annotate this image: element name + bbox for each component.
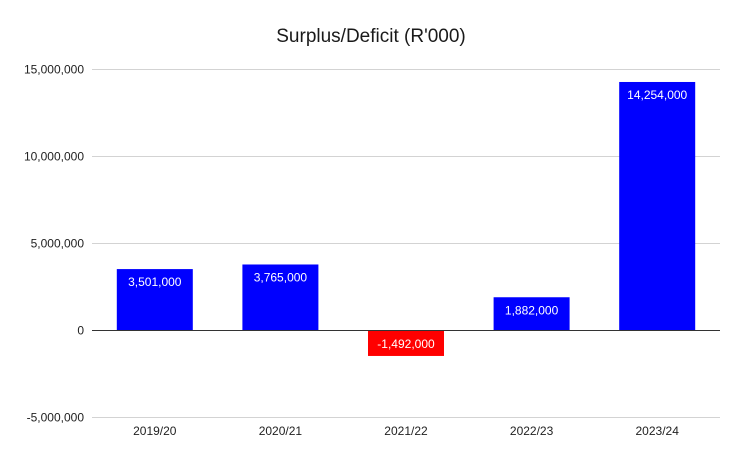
y-tick-label: 5,000,000 [31, 237, 85, 251]
bars [116, 81, 696, 356]
bar-data-label: 3,765,000 [254, 270, 308, 284]
y-tick-label: 0 [77, 324, 84, 338]
bar [368, 330, 444, 356]
bar [619, 81, 696, 330]
x-tick-label: 2023/24 [636, 424, 680, 438]
gridlines [92, 69, 720, 418]
bar-data-label: 14,254,000 [627, 88, 687, 102]
x-axis-ticks: 2019/20 2020/21 2021/22 2022/23 2023/24 [133, 424, 679, 438]
bar-data-labels: 3,501,000 3,765,000 -1,492,000 1,882,000 14,… [128, 88, 687, 351]
x-tick-label: 2020/21 [259, 424, 303, 438]
y-tick-label: 15,000,000 [24, 63, 84, 77]
y-axis-ticks: -5,000,000 0 5,000,000 10,000,000 15,000,000 [24, 63, 84, 425]
chart-title: Surplus/Deficit (R'000) [276, 26, 465, 47]
bar-data-label: 1,882,000 [505, 303, 559, 317]
x-tick-label: 2019/20 [133, 424, 177, 438]
bar [242, 264, 319, 330]
x-tick-label: 2022/23 [510, 424, 554, 438]
y-tick-label: 10,000,000 [24, 150, 84, 164]
bar-data-label: -1,492,000 [377, 337, 435, 351]
bar [493, 297, 570, 330]
bar [116, 269, 193, 330]
bar-data-label: 3,501,000 [128, 275, 182, 289]
y-tick-label: -5,000,000 [27, 411, 85, 425]
x-tick-label: 2021/22 [384, 424, 428, 438]
